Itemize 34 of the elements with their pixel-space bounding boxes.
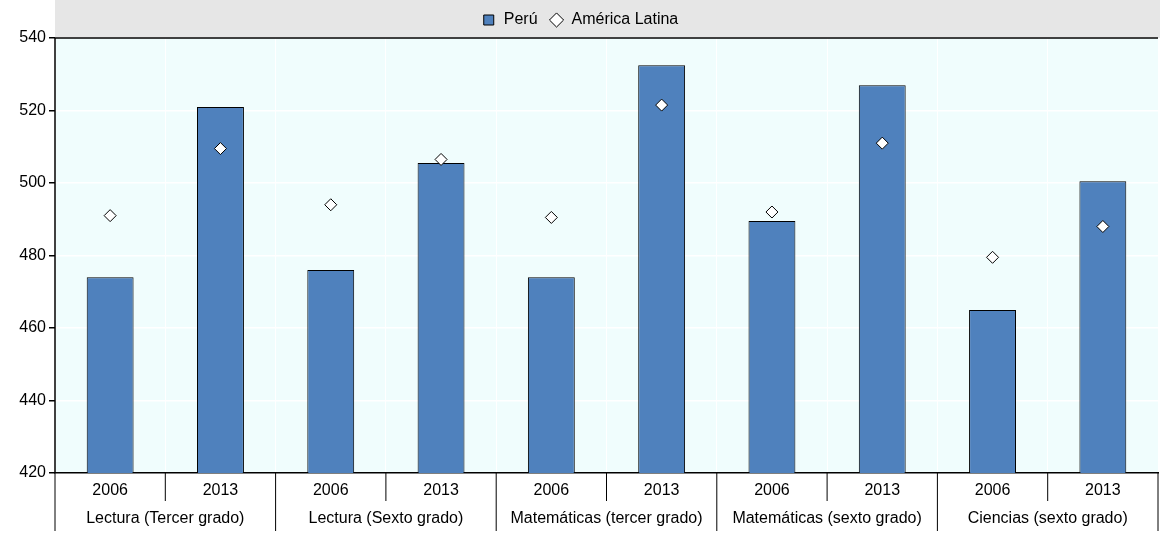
point [434,152,448,166]
x-tick-label: 2006 [312,481,349,499]
point [875,136,889,150]
text: Matemáticas (tercer grado) [510,509,703,527]
text: Lectura (Sexto grado) [308,509,464,527]
legend-label: América Latina [571,10,679,28]
text: Lectura (Tercer grado) [86,509,245,527]
point [103,209,117,223]
point [213,142,227,156]
x-tick-label: 2006 [974,481,1011,499]
y-tick-label: 480 [19,245,47,263]
text: Ciencias (sexto grado) [967,509,1128,527]
x-tick-label: 2006 [533,481,570,499]
x-tick-label: 2013 [1085,481,1121,499]
point [655,98,669,112]
y-tick-label: 440 [19,390,47,408]
point [544,210,558,224]
legend-label: Perú [503,10,538,28]
point [765,205,779,219]
x-tick-label: 2013 [202,481,239,499]
y-tick-label: 520 [19,100,47,118]
y-tick-label: 460 [19,318,47,336]
x-tick-label: 2006 [754,481,790,499]
point [986,250,1000,264]
y-tick-label: 540 [19,28,47,46]
y-tick-label: 420 [19,463,47,481]
x-tick-label: 2013 [643,481,680,499]
text: Matemáticas (sexto grado) [732,509,922,527]
y-tick-label: 500 [19,173,47,191]
x-tick-label: 2013 [423,481,459,499]
x-tick-label: 2006 [92,481,129,499]
point [1096,220,1110,233]
point [324,198,338,212]
x-tick-label: 2013 [864,481,901,499]
